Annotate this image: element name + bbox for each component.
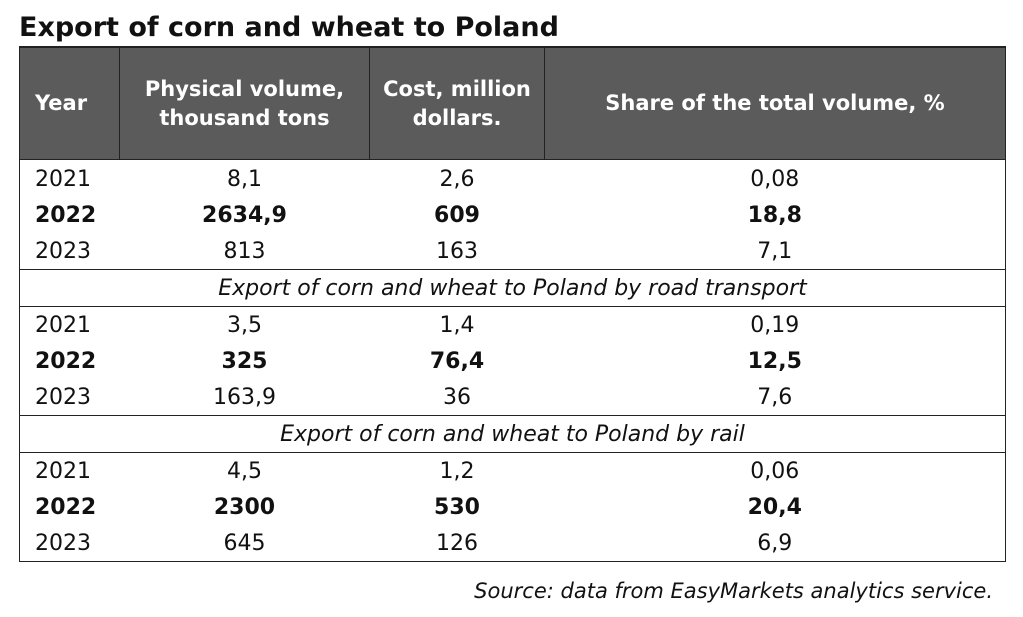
table-row: 2022 325 76,4 12,5 [20, 343, 1006, 379]
cell-share: 7,1 [757, 238, 793, 264]
cell-share: 7,6 [757, 384, 793, 410]
cell-year: 2022 [35, 202, 97, 228]
cell-volume: 4,5 [227, 458, 262, 484]
cell-cost: 530 [434, 494, 480, 520]
cell-volume: 2634,9 [202, 202, 287, 228]
cell-cost: 163 [436, 238, 478, 264]
cell-share: 12,5 [747, 348, 802, 374]
cell-year: 2022 [35, 348, 97, 374]
source-note: Source: data from EasyMarkets analytics … [474, 579, 993, 603]
cell-volume: 8,1 [227, 166, 262, 192]
cell-share: 6,9 [757, 530, 793, 556]
cell-year: 2022 [35, 494, 97, 520]
section-heading-road-label: Export of corn and wheat to Poland by ro… [19, 269, 1006, 307]
table-row: 2023 645 126 6,9 [20, 525, 1006, 562]
table-row: 2022 2300 530 20,4 [20, 489, 1006, 525]
cell-cost: 2,6 [439, 166, 475, 192]
cell-volume: 2300 [213, 494, 276, 520]
cell-share: 0,19 [750, 312, 800, 338]
cell-volume: 3,5 [227, 312, 262, 338]
cell-year: 2023 [35, 530, 91, 556]
header-share: Share of the total volume, % [544, 46, 1006, 160]
cell-year: 2021 [35, 312, 91, 338]
table-title: Export of corn and wheat to Poland [19, 12, 559, 43]
cell-cost: 1,4 [439, 312, 475, 338]
table-row: 2021 8,1 2,6 0,08 [20, 160, 1006, 198]
cell-cost: 76,4 [429, 348, 485, 374]
table-row: 2023 813 163 7,1 [20, 233, 1006, 270]
cell-cost: 609 [434, 202, 480, 228]
cell-year: 2021 [35, 458, 91, 484]
cell-share: 0,08 [750, 166, 800, 192]
header-volume: Physical volume, thousand tons [119, 46, 370, 160]
section-heading-rail-label: Export of corn and wheat to Poland by ra… [19, 415, 1006, 453]
table-row: 2023 163,9 36 7,6 [20, 379, 1006, 416]
cell-year: 2021 [35, 166, 91, 192]
export-table: Year Physical volume, thousand tons Cost… [19, 46, 1006, 562]
cell-share: 20,4 [747, 494, 802, 520]
section-heading-rail: Export of corn and wheat to Poland by ra… [19, 415, 1006, 453]
section-heading-road: Export of corn and wheat to Poland by ro… [19, 269, 1006, 307]
cell-volume: 813 [223, 238, 266, 264]
cell-volume: 163,9 [213, 384, 276, 410]
cell-year: 2023 [35, 384, 91, 410]
table-row: 2021 4,5 1,2 0,06 [20, 453, 1006, 490]
table-row: 2021 3,5 1,4 0,19 [20, 307, 1006, 344]
header-cost: Cost, million dollars. [369, 46, 545, 160]
header-year: Year [19, 46, 120, 160]
cell-volume: 645 [223, 530, 266, 556]
cell-volume: 325 [221, 348, 268, 374]
cell-cost: 36 [443, 384, 471, 410]
cell-year: 2023 [35, 238, 91, 264]
cell-cost: 1,2 [439, 458, 475, 484]
cell-cost: 126 [436, 530, 478, 556]
cell-share: 18,8 [747, 202, 802, 228]
header-row: Year Physical volume, thousand tons Cost… [19, 46, 1006, 160]
cell-share: 0,06 [750, 458, 800, 484]
table-row: 2022 2634,9 609 18,8 [20, 197, 1006, 233]
